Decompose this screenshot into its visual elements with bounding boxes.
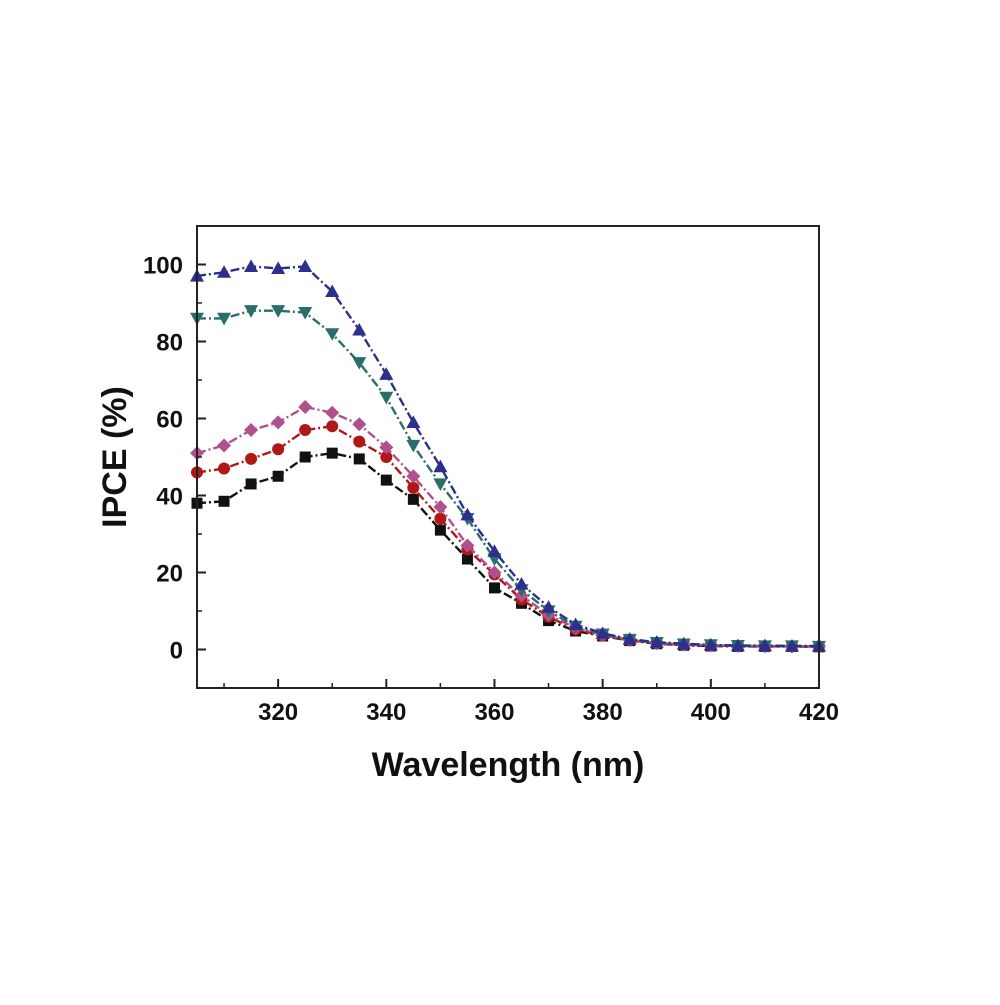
data-point-circle-series-2 bbox=[299, 424, 312, 437]
y-tick-label: 80 bbox=[156, 330, 183, 357]
data-point-triangle-up-series-5 bbox=[622, 632, 637, 645]
x-tick-label: 380 bbox=[583, 699, 623, 726]
series-1-group bbox=[191, 447, 825, 653]
data-point-square-series-1 bbox=[434, 524, 446, 536]
data-point-circle-series-2 bbox=[434, 512, 447, 525]
series-layer bbox=[190, 259, 826, 654]
data-point-square-series-1 bbox=[299, 451, 311, 463]
data-point-triangle-down-series-4 bbox=[379, 391, 394, 405]
data-point-circle-series-2 bbox=[218, 462, 231, 475]
series-5-line bbox=[196, 265, 819, 648]
data-point-triangle-up-series-5 bbox=[487, 544, 502, 557]
data-point-diamond-series-3 bbox=[271, 415, 286, 430]
data-point-diamond-series-3 bbox=[406, 469, 421, 484]
data-point-diamond-series-3 bbox=[325, 405, 340, 420]
data-point-triangle-up-series-5 bbox=[379, 367, 394, 380]
data-point-circle-series-2 bbox=[353, 435, 366, 448]
series-2-group bbox=[191, 420, 825, 653]
x-tick-label: 420 bbox=[799, 699, 839, 726]
data-point-triangle-up-series-5 bbox=[757, 638, 772, 652]
data-point-triangle-up-series-5 bbox=[244, 259, 259, 273]
data-point-triangle-up-series-5 bbox=[649, 635, 664, 648]
data-point-circle-series-2 bbox=[245, 452, 258, 465]
data-point-triangle-up-series-5 bbox=[676, 636, 691, 650]
data-point-square-series-1 bbox=[461, 553, 473, 565]
data-point-triangle-up-series-5 bbox=[217, 265, 232, 278]
data-point-diamond-series-3 bbox=[487, 565, 502, 580]
y-tick-label: 20 bbox=[156, 561, 183, 588]
x-tick-label: 320 bbox=[258, 699, 298, 726]
series-3-group bbox=[190, 399, 826, 654]
data-point-triangle-up-series-5 bbox=[298, 259, 313, 273]
data-point-diamond-series-3 bbox=[460, 538, 475, 553]
data-point-square-series-1 bbox=[407, 493, 419, 505]
data-point-triangle-up-series-5 bbox=[703, 637, 718, 651]
data-point-square-series-1 bbox=[272, 470, 284, 482]
data-point-triangle-up-series-5 bbox=[568, 617, 583, 631]
data-point-diamond-series-3 bbox=[244, 423, 259, 438]
data-point-triangle-up-series-5 bbox=[406, 415, 421, 428]
plot-area-frame bbox=[196, 225, 820, 689]
x-axis-title: Wavelength (nm) bbox=[372, 746, 645, 784]
data-point-square-series-1 bbox=[326, 447, 338, 459]
y-tick-label: 40 bbox=[156, 484, 183, 511]
data-point-triangle-up-series-5 bbox=[541, 600, 556, 613]
x-tick-label: 340 bbox=[366, 699, 406, 726]
series-2-line bbox=[196, 424, 819, 648]
data-point-diamond-series-3 bbox=[379, 440, 394, 455]
data-point-triangle-down-series-4 bbox=[406, 439, 421, 453]
axis-layer: 320 340 360 380 400 420 0 20 40 60 80 100 bbox=[143, 253, 839, 727]
y-tick-label: 60 bbox=[156, 407, 183, 434]
data-point-square-series-1 bbox=[218, 495, 230, 507]
data-point-triangle-up-series-5 bbox=[784, 639, 799, 652]
data-point-triangle-up-series-5 bbox=[271, 261, 286, 274]
data-point-triangle-down-series-4 bbox=[352, 357, 367, 370]
series-4-group bbox=[190, 305, 826, 654]
data-point-circle-series-2 bbox=[326, 420, 339, 433]
data-point-diamond-series-3 bbox=[433, 500, 448, 515]
data-point-diamond-series-3 bbox=[298, 399, 313, 414]
data-point-diamond-series-3 bbox=[217, 438, 232, 453]
data-point-triangle-down-series-4 bbox=[433, 478, 448, 491]
data-point-circle-series-2 bbox=[407, 481, 420, 494]
data-point-triangle-up-series-5 bbox=[433, 459, 448, 473]
data-point-triangle-down-series-4 bbox=[271, 305, 286, 318]
data-point-square-series-1 bbox=[380, 474, 392, 486]
data-point-triangle-up-series-5 bbox=[730, 638, 745, 652]
data-point-triangle-up-series-5 bbox=[352, 322, 367, 336]
data-point-triangle-up-series-5 bbox=[460, 507, 475, 521]
x-tick-label: 400 bbox=[691, 699, 731, 726]
data-point-triangle-down-series-4 bbox=[217, 312, 232, 326]
series-5-group bbox=[190, 259, 826, 652]
data-point-triangle-down-series-4 bbox=[298, 307, 313, 320]
data-point-square-series-1 bbox=[245, 478, 257, 490]
data-point-triangle-up-series-5 bbox=[595, 626, 610, 639]
data-point-triangle-down-series-4 bbox=[244, 305, 259, 318]
data-point-circle-series-2 bbox=[272, 443, 285, 456]
y-tick-label: 0 bbox=[170, 638, 183, 665]
series-3-line bbox=[196, 405, 819, 648]
series-1-line bbox=[196, 451, 820, 648]
data-point-circle-series-2 bbox=[380, 451, 393, 463]
data-point-square-series-1 bbox=[488, 582, 500, 594]
y-tick-label: 100 bbox=[143, 253, 183, 280]
data-point-triangle-up-series-5 bbox=[514, 577, 529, 590]
x-tick-label: 360 bbox=[474, 699, 514, 726]
data-point-diamond-series-3 bbox=[352, 417, 367, 432]
y-axis-title: IPCE (%) bbox=[96, 386, 134, 528]
data-point-square-series-1 bbox=[353, 453, 365, 465]
data-point-triangle-up-series-5 bbox=[325, 284, 340, 298]
data-point-triangle-down-series-4 bbox=[325, 328, 340, 341]
